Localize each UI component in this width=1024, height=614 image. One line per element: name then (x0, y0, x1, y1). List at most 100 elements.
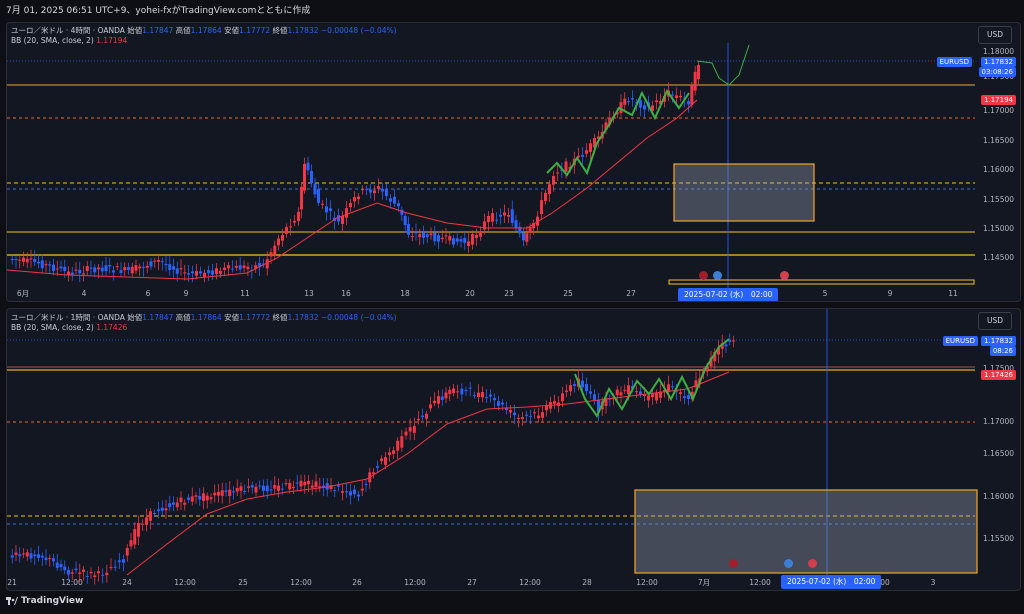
zone-box (673, 163, 815, 222)
bollinger-mid-line (126, 371, 730, 576)
candle (518, 226, 522, 234)
candle (127, 267, 130, 270)
candle (724, 344, 728, 347)
candle (168, 264, 172, 270)
candle (385, 188, 388, 196)
us-flag-icon[interactable] (808, 559, 817, 568)
candle (313, 183, 317, 195)
candle (468, 387, 472, 389)
candle (37, 554, 40, 558)
candle (487, 215, 490, 223)
candle (307, 480, 310, 485)
candle (59, 266, 63, 269)
globe-event-icon[interactable] (713, 271, 722, 280)
candle (565, 390, 568, 392)
candle (70, 572, 74, 574)
candle (421, 415, 424, 418)
candle (463, 237, 467, 243)
legend-high: 1.17864 (190, 313, 222, 322)
candle (581, 154, 584, 157)
candle (119, 270, 123, 273)
legend-close-label: 終値 (272, 313, 288, 322)
candle (472, 395, 476, 397)
price-axis-label: 1.16500 (983, 136, 1014, 145)
candle (663, 390, 666, 392)
candle (199, 271, 202, 274)
candle (635, 391, 638, 393)
candle (481, 392, 484, 398)
candle (471, 234, 474, 245)
candle (373, 190, 376, 194)
candle (310, 485, 314, 488)
legend-close-label: 終値 (272, 26, 288, 35)
candle (544, 192, 547, 201)
chart-canvas-1h[interactable]: 1.17500 1.17000 1.16500 1.16000 1.15500 21 12:… (7, 309, 1020, 590)
candle (713, 352, 717, 362)
candle (29, 258, 33, 260)
candle (464, 390, 468, 392)
wave-annotation (574, 338, 730, 419)
candle (495, 219, 498, 221)
candle (615, 112, 619, 115)
event-bar (668, 279, 975, 285)
candle (683, 396, 686, 398)
chart-pane-1h[interactable]: 1.17500 1.17000 1.16500 1.16000 1.15500 21 12:… (6, 308, 1021, 591)
candle (384, 457, 387, 465)
legend-bb-4h[interactable]: BB (20, SMA, close, 2) 1.17194 (11, 36, 127, 45)
candle (440, 396, 444, 400)
time-axis-label: 3 (931, 578, 936, 587)
candle (412, 425, 416, 433)
candle (380, 458, 383, 462)
candle (325, 206, 328, 213)
currency-button[interactable]: USD (978, 26, 1012, 44)
candle (74, 568, 78, 571)
economic-event-icon[interactable] (729, 559, 738, 568)
legend-symbol: ユーロ／米ドル · 4時間 · OANDA (11, 26, 125, 35)
candle (254, 486, 258, 493)
time-axis-label: 6 (146, 289, 151, 298)
candle (349, 491, 352, 496)
time-axis-label: 9 (184, 289, 189, 298)
candle (437, 396, 440, 404)
us-flag-icon[interactable] (780, 271, 789, 280)
candle (589, 143, 592, 152)
candle (262, 485, 265, 491)
candle (679, 392, 682, 394)
candle (115, 266, 119, 268)
candle (532, 223, 535, 229)
price-axis-label: 1.15500 (983, 534, 1014, 543)
chart-pane-4h[interactable]: 1.180001.175001.170001.165001.160001.155… (6, 22, 1021, 302)
candle (70, 272, 74, 276)
candle (187, 497, 190, 500)
candle (341, 491, 344, 493)
candle (608, 117, 612, 125)
candle (219, 270, 222, 274)
chart-canvas-4h[interactable]: 1.180001.175001.170001.165001.160001.155… (7, 23, 1020, 301)
candle (48, 264, 52, 266)
footer-brand[interactable]: TradingView (6, 596, 83, 606)
candle (452, 238, 455, 245)
candle (581, 380, 584, 388)
candle (10, 258, 14, 260)
candle (213, 492, 217, 496)
candle (675, 95, 678, 98)
time-axis-label: 16 (341, 289, 351, 298)
candle (440, 237, 444, 240)
candle (153, 512, 156, 515)
candle (234, 265, 238, 268)
globe-event-icon[interactable] (784, 559, 793, 568)
candle (377, 186, 380, 189)
candle (217, 491, 220, 496)
candle (145, 265, 149, 268)
candle (548, 184, 551, 195)
candle (404, 431, 408, 436)
candle (422, 232, 425, 238)
candle (337, 485, 340, 487)
candle (265, 259, 269, 269)
economic-event-icon[interactable] (699, 271, 708, 280)
current-price-tag: 1.17832 (981, 57, 1016, 67)
legend-bb-1h[interactable]: BB (20, SMA, close, 2) 1.17426 (11, 323, 127, 332)
time-axis-label: 12:00 (749, 578, 771, 587)
currency-button[interactable]: USD (978, 312, 1012, 330)
candle (273, 485, 277, 489)
